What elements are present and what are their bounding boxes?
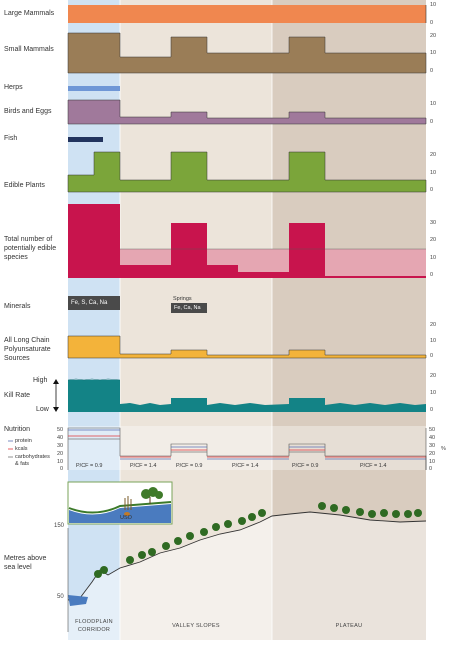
tick-label: 40 [429, 435, 436, 441]
birds-eggs-label: Birds and Eggs [4, 108, 52, 115]
tick-label: 20 [430, 322, 437, 328]
tick-label: 30 [57, 443, 64, 449]
pcf-label: P/CF = 1.4 [130, 463, 157, 469]
tick-label: 10 [430, 255, 437, 261]
pcf-label: P/CF = 1.4 [232, 463, 259, 469]
carb-fat-legend-line-1: carbohydrates [15, 454, 50, 460]
springs-label: Springs [173, 296, 192, 302]
river-water [68, 595, 88, 606]
herps-label: Herps [4, 84, 23, 91]
tick-label: 10 [430, 101, 437, 107]
large-mammals-label: Large Mammals [4, 10, 55, 17]
pcf-label: P/CF = 0.9 [176, 463, 203, 469]
tick-label: 20 [57, 451, 64, 457]
elevation-tick: 150 [54, 523, 65, 529]
springs-minerals-text: Fe, Ca, Na [174, 305, 201, 311]
tick-label: 0 [430, 353, 434, 359]
tick-label: 0 [429, 466, 433, 472]
tick-label: 20 [430, 33, 437, 39]
elevation-label-line-2: sea level [4, 564, 32, 571]
tick-label: 20 [430, 152, 437, 158]
floodplain-zone-label-line-1: FLOODPLAIN [75, 619, 113, 625]
tick-label: 20 [430, 373, 437, 379]
plateau-zone-label: PLATEAU [335, 623, 363, 629]
percent-unit: % [441, 446, 446, 452]
carb-fat-legend-line-2: & fats [15, 461, 30, 467]
tick-label: 0 [430, 187, 434, 193]
protein-legend: protein [15, 438, 32, 444]
kcals-legend: kcals [15, 446, 28, 452]
tick-label: 0 [60, 466, 64, 472]
floodplain-zone-label-line-2: CORRIDOR [77, 627, 111, 633]
lcpufa-label-line-2: Polyunsaturate [4, 346, 51, 353]
fish-label: Fish [4, 135, 18, 142]
tick-label: 10 [430, 390, 437, 396]
pcf-label: P/CF = 0.9 [292, 463, 319, 469]
tick-label: 20 [430, 237, 437, 243]
minerals-floodplain-box [68, 296, 120, 310]
birds-eggs-area [67, 99, 427, 125]
pcf-label: P/CF = 1.4 [360, 463, 387, 469]
lcpufa-label-line-1: All Long Chain [4, 337, 50, 344]
tick-label: 10 [57, 459, 64, 465]
large-mammals-bar [68, 5, 426, 23]
tick-label: 10 [429, 459, 436, 465]
tick-label: 10 [430, 50, 437, 56]
minerals-label: Minerals [4, 303, 31, 310]
tick-label: 0 [430, 68, 434, 74]
small-mammals-area [67, 32, 427, 74]
edible-plants-area [67, 151, 427, 193]
tick-label: 10 [430, 2, 437, 8]
minerals-floodplain-text: Fe, S, Ca, Na [71, 300, 108, 306]
small-mammals-label: Small Mammals [4, 46, 54, 53]
tick-label: 10 [430, 170, 437, 176]
lcpufa-area [67, 335, 427, 359]
tick-label: 0 [430, 20, 434, 26]
kill-rate-label: Kill Rate [4, 392, 31, 399]
elevation-tick: 50 [57, 594, 64, 600]
species-label-line-3: species [4, 254, 28, 261]
tick-label: 0 [430, 119, 434, 125]
species-total-area [68, 204, 426, 278]
springs-minerals-box [171, 303, 207, 313]
tick-label: 10 [430, 338, 437, 344]
tick-label: 40 [57, 435, 64, 441]
tick-label: 0 [430, 272, 434, 278]
tick-label: 30 [430, 220, 437, 226]
tick-label: 50 [429, 427, 436, 433]
herps-bar [68, 86, 120, 91]
species-label-line-1: Total number of [4, 236, 53, 243]
kill-rate-area [68, 380, 426, 412]
fish-bar [68, 137, 103, 142]
lcpufa-label-line-3: Sources [4, 355, 30, 362]
tick-label: 0 [430, 407, 434, 413]
valley-zone [120, 0, 272, 640]
floodplain-zone [68, 0, 120, 640]
elevation-label-line-1: Metres above [4, 555, 47, 562]
valley-zone-label: VALLEY SLOPES [172, 623, 220, 629]
kill-low-label: Low [36, 406, 49, 413]
species-label-line-2: potentially edible [4, 245, 57, 252]
plateau-zone [272, 0, 426, 640]
edible-plants-label: Edible Plants [4, 182, 45, 189]
tick-label: 20 [429, 451, 436, 457]
uso-label: USO [120, 515, 132, 521]
kill-high-label: High [33, 377, 48, 384]
pcf-label: P/CF = 0.9 [76, 463, 103, 469]
tick-label: 50 [57, 427, 64, 433]
tick-label: 30 [429, 443, 436, 449]
nutrition-label: Nutrition [4, 426, 31, 433]
trees [94, 502, 422, 578]
